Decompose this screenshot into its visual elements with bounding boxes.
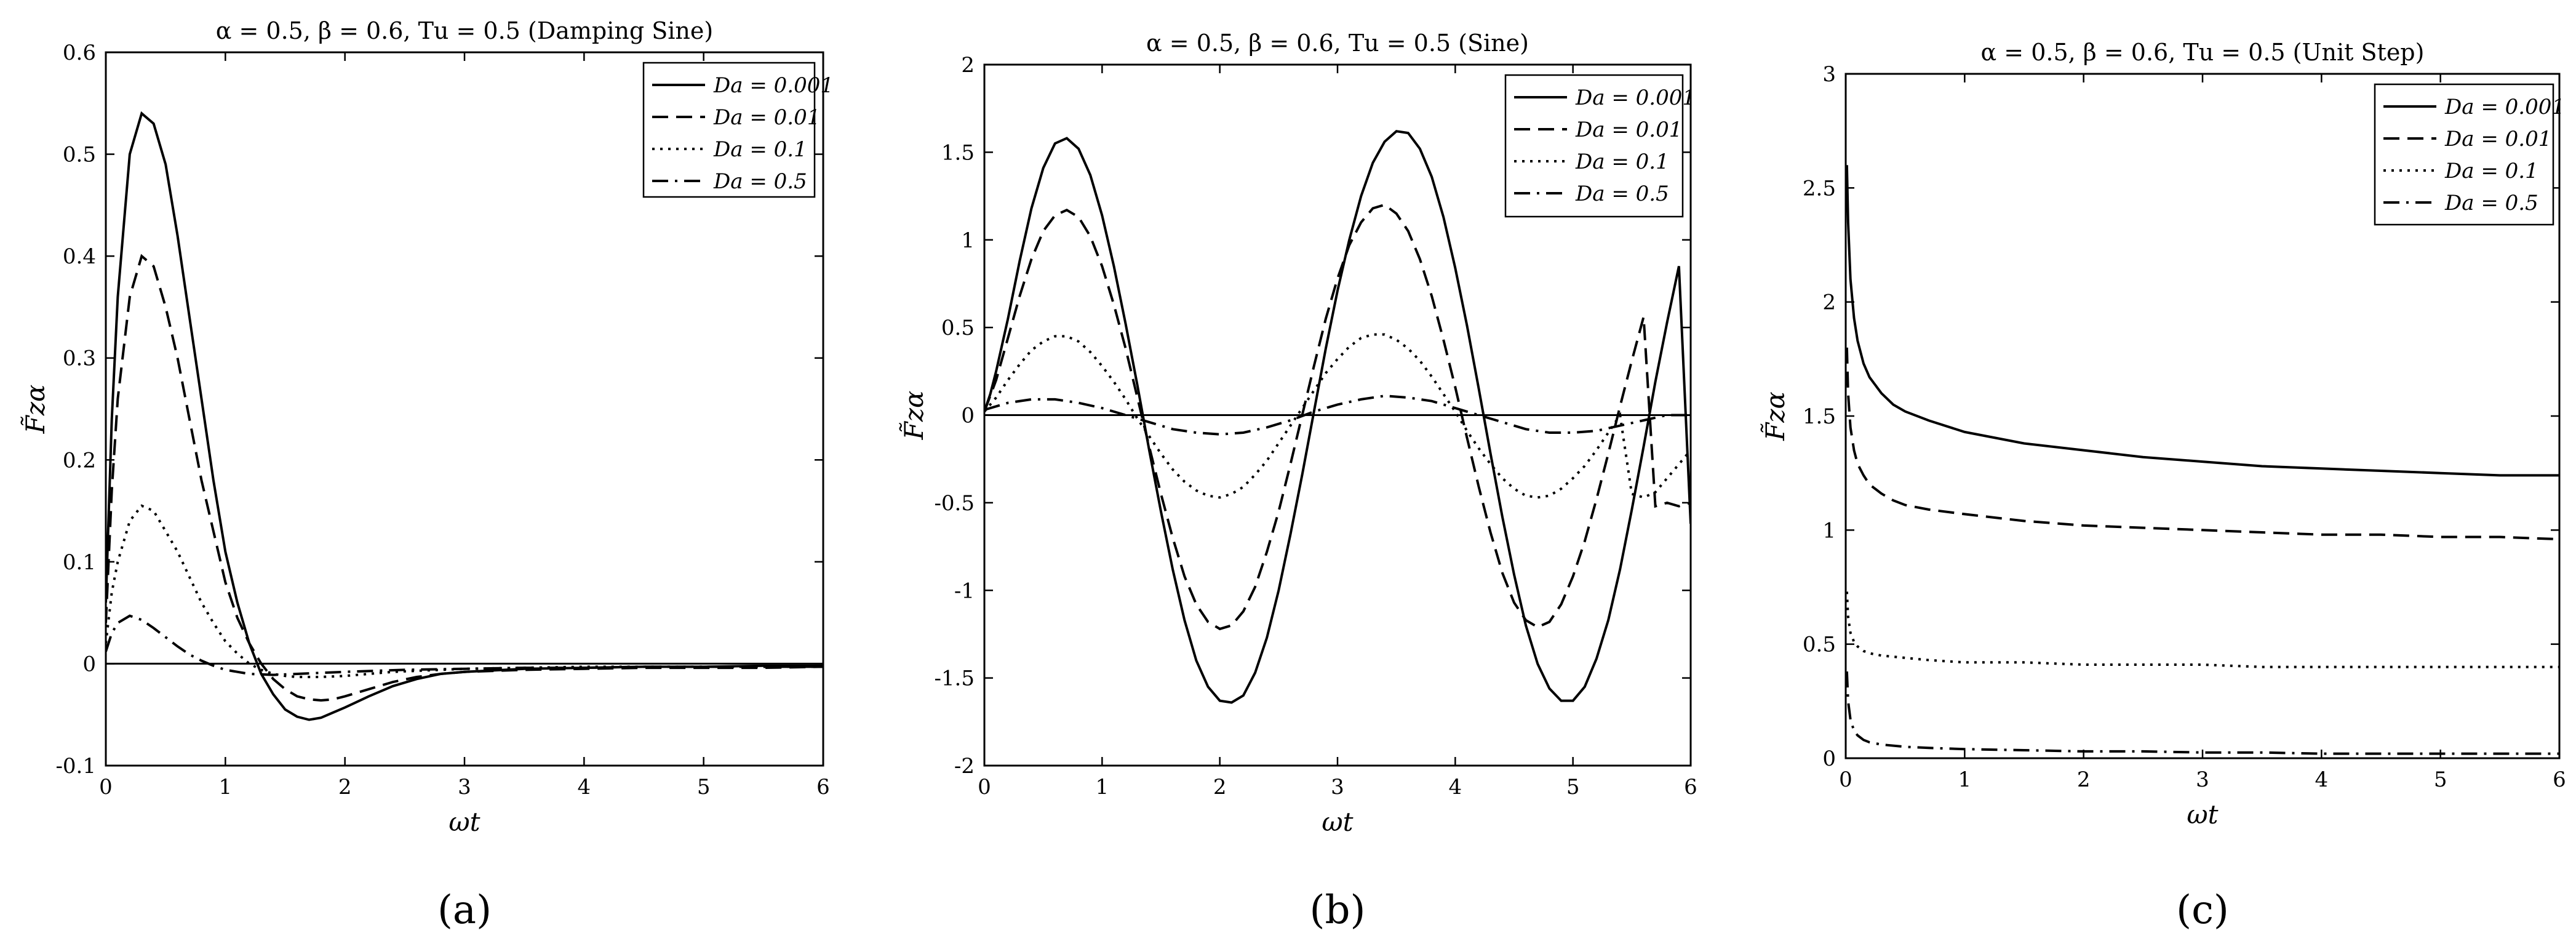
series-line-da-0-01 <box>106 254 823 702</box>
x-tick-label: 3 <box>1331 775 1344 799</box>
series-line-da-0-5 <box>106 614 823 676</box>
y-tick-label: -1 <box>954 579 975 603</box>
y-tick-label: -2 <box>954 754 975 779</box>
panel-label: (b) <box>1310 887 1366 933</box>
series-line-da-0-001 <box>984 130 1691 704</box>
x-tick-label: 5 <box>697 775 711 799</box>
y-tick-label: 0.2 <box>63 448 96 473</box>
series-line-da-0-1 <box>1846 591 2559 668</box>
legend-label-da-0-1: Da = 0.1 <box>1575 150 1669 174</box>
legend-label-da-0-1: Da = 0.1 <box>713 137 807 162</box>
x-tick-label: 4 <box>2315 767 2329 792</box>
x-tick-label: 5 <box>2434 767 2447 792</box>
legend-label-da-0-01: Da = 0.01 <box>1575 118 1682 142</box>
y-tick-label: 1.5 <box>941 140 975 165</box>
y-tick-label: -1.5 <box>934 667 975 691</box>
legend-label-da-0-001: Da = 0.001 <box>2444 95 2565 119</box>
legend-box <box>1504 74 1684 218</box>
x-axis-label: ωt <box>449 807 480 837</box>
y-tick-label: 0.5 <box>63 143 96 167</box>
x-axis-label: ωt <box>1322 807 1353 837</box>
x-tick-label: 6 <box>2553 767 2566 792</box>
x-tick-label: 0 <box>1839 767 1852 792</box>
legend-label-da-0-5: Da = 0.5 <box>1575 182 1669 206</box>
legend-label-da-0-01: Da = 0.01 <box>2444 127 2551 151</box>
series-line-da-0-5 <box>1846 671 2559 755</box>
y-tick-label: 1.5 <box>1803 404 1836 429</box>
legend-label-da-0-5: Da = 0.5 <box>2444 191 2538 215</box>
series-line-da-0-01 <box>984 203 1691 631</box>
series-line-da-0-01 <box>1846 347 2559 541</box>
legend: Da = 0.001 Da = 0.01 Da = 0.1 Da = 0.5 <box>642 62 834 198</box>
y-tick-label: 2.5 <box>1803 176 1836 201</box>
x-tick-label: 0 <box>99 775 113 799</box>
y-axis-label: F̃zα <box>20 385 50 434</box>
series-line-da-0-001 <box>1846 165 2559 477</box>
x-tick-label: 2 <box>2077 767 2091 792</box>
series-line-da-0-1 <box>984 333 1691 499</box>
x-tick-label: 6 <box>816 775 830 799</box>
y-tick-label: 0.5 <box>1803 633 1836 657</box>
x-tick-label: 3 <box>458 775 471 799</box>
x-tick-label: 2 <box>338 775 352 799</box>
x-tick-label: 1 <box>219 775 233 799</box>
legend-label-da-0-1: Da = 0.1 <box>2444 159 2538 183</box>
x-tick-label: 1 <box>1958 767 1972 792</box>
x-tick-label: 5 <box>1566 775 1580 799</box>
y-tick-label: 0.6 <box>63 41 96 65</box>
x-tick-label: 4 <box>578 775 591 799</box>
x-tick-label: 0 <box>978 775 991 799</box>
chart-title: α = 0.5, β = 0.6, Tu = 0.5 (Damping Sine… <box>216 17 713 44</box>
y-tick-label: 0 <box>82 652 96 676</box>
y-axis-label: F̃zα <box>1760 391 1790 441</box>
chart-title: α = 0.5, β = 0.6, Tu = 0.5 (Sine) <box>1146 30 1529 57</box>
series-line-da-0-5 <box>984 394 1691 436</box>
y-tick-label: -0.1 <box>55 754 96 779</box>
x-axis-label: ωt <box>2187 799 2218 830</box>
panel-a: 0 1 2 3 4 5 6-0.100.10.20.30.40.50.6α = 0.5, β… <box>20 17 834 933</box>
y-tick-label: 0.5 <box>941 316 975 340</box>
panel-c: 0 1 2 3 4 5 6 0 0.5 1 1.5 2 2.5 3 α = 0.5, β = 0.6, Tu… <box>1760 39 2566 933</box>
x-tick-label: 6 <box>1684 775 1697 799</box>
y-tick-label: 3 <box>1822 62 1836 87</box>
y-tick-label: 1 <box>961 228 975 253</box>
legend: Da = 0.001 Da = 0.01 Da = 0.1 Da = 0.5 <box>1504 74 1696 218</box>
y-tick-label: 0 <box>1822 747 1836 771</box>
y-tick-label: 2 <box>1822 290 1836 315</box>
y-tick-label: 2 <box>961 53 975 78</box>
legend-label-da-0-5: Da = 0.5 <box>713 169 807 194</box>
legend-label-da-0-001: Da = 0.001 <box>713 73 834 98</box>
legend: Da = 0.001 Da = 0.01 Da = 0.1 Da = 0.5 <box>2374 83 2565 226</box>
series-line-da-0-001 <box>106 111 823 721</box>
legend-label-da-0-001: Da = 0.001 <box>1575 86 1696 110</box>
x-tick-label: 1 <box>1096 775 1109 799</box>
chart-title: α = 0.5, β = 0.6, Tu = 0.5 (Unit Step) <box>1981 39 2425 66</box>
y-tick-label: -0.5 <box>934 491 975 516</box>
panel-label: (c) <box>2176 887 2229 933</box>
y-tick-label: 0.4 <box>63 244 96 269</box>
x-tick-label: 3 <box>2196 767 2209 792</box>
x-tick-label: 2 <box>1213 775 1227 799</box>
y-tick-label: 1 <box>1822 518 1836 543</box>
panel-label: (a) <box>437 887 492 933</box>
y-tick-label: 0 <box>961 404 975 428</box>
legend-label-da-0-01: Da = 0.01 <box>713 105 820 130</box>
y-tick-label: 0.1 <box>63 550 96 575</box>
panel-b: 0 1 2 3 4 5 6 -2 -1.5 -1 -0.5 0 0.5 1 1.5 2 α = 0.5, β =… <box>898 30 1697 933</box>
x-tick-label: 4 <box>1449 775 1462 799</box>
y-tick-label: 0.3 <box>63 346 96 371</box>
y-axis-label: F̃zα <box>898 391 929 441</box>
